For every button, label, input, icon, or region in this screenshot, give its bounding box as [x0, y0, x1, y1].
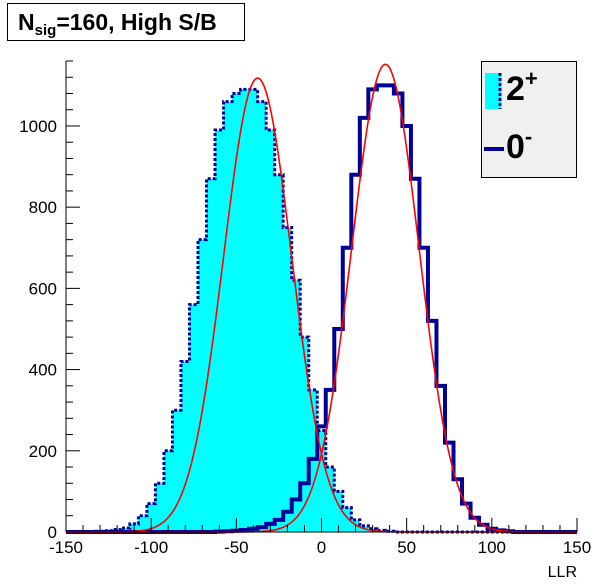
x-tick-label: 100	[478, 538, 506, 557]
title-rest: =160, High S/B	[56, 9, 217, 35]
legend-entry-0minus: 0-	[482, 124, 576, 174]
bin-0minus-17	[360, 118, 369, 532]
legend-swatch-0minus	[484, 147, 504, 151]
x-tick-label: -50	[224, 538, 249, 557]
y-tick-label: 600	[29, 279, 57, 298]
legend-entry-2plus: 2+	[482, 66, 576, 116]
y-tick-label: 200	[29, 442, 57, 461]
y-tick-label: 400	[29, 361, 57, 380]
bin-0minus-18	[368, 89, 377, 532]
legend-swatch-2plus	[485, 73, 502, 109]
histogram-fill-2plus	[66, 89, 577, 532]
title-subscript: sig	[34, 22, 57, 39]
x-tick-label: 0	[317, 538, 326, 557]
bin-0minus-22	[402, 126, 411, 532]
y-tick-label: 1000	[19, 117, 57, 136]
bin-0minus-20	[385, 85, 394, 532]
x-tick-label: -150	[49, 538, 83, 557]
legend-sup-0minus: -	[524, 124, 533, 149]
title-prefix: N	[18, 9, 35, 35]
chart-title: Nsig=160, High S/B	[7, 3, 245, 41]
bin-0minus-21	[394, 93, 403, 532]
bin-0minus-19	[377, 85, 386, 532]
x-tick-label: -100	[134, 538, 168, 557]
legend-sup-2plus: +	[524, 66, 538, 91]
legend-label-2plus: 2	[506, 70, 525, 108]
x-axis-label: LLR	[548, 564, 577, 581]
histogram-outline-2plus	[66, 87, 577, 534]
x-tick-label: 50	[397, 538, 416, 557]
legend-label-0minus: 0	[506, 128, 525, 166]
y-tick-label: 0	[48, 523, 57, 542]
legend: 2+ 0-	[481, 61, 577, 178]
y-tick-label: 800	[29, 198, 57, 217]
histogram-outline-0minus	[66, 83, 577, 534]
x-tick-label: 150	[563, 538, 591, 557]
